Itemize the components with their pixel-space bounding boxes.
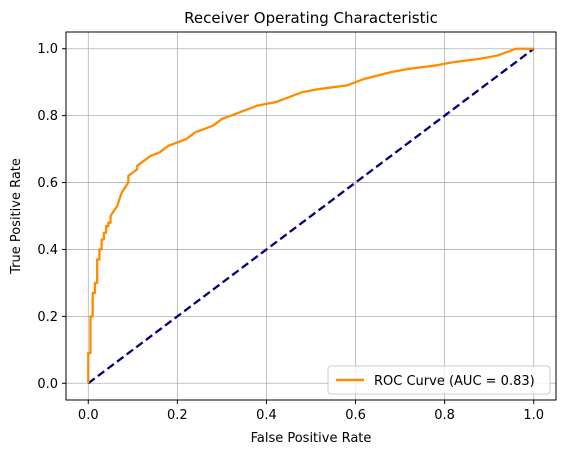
y-tick-label: 0.6 — [37, 176, 58, 191]
x-tick-label: 0.0 — [78, 408, 99, 423]
x-tick-label: 0.8 — [434, 408, 455, 423]
y-tick-label: 0.8 — [37, 109, 58, 124]
x-tick-label: 1.0 — [523, 408, 544, 423]
series-layer — [87, 47, 535, 385]
diagonal-reference-line — [87, 47, 535, 385]
y-tick-label: 1.0 — [37, 42, 58, 57]
legend-box — [327, 365, 551, 395]
x-tick-label: 0.6 — [345, 408, 366, 423]
grid — [66, 32, 556, 400]
x-tick-label: 0.2 — [167, 408, 188, 423]
y-axis-label: True Positive Rate — [9, 158, 24, 275]
chart-title: Receiver Operating Characteristic — [184, 9, 438, 27]
roc-curve-line — [87, 47, 534, 384]
y-tick-label: 0.4 — [37, 243, 58, 258]
x-tick-label: 0.4 — [256, 408, 277, 423]
y-tick-label: 0.0 — [37, 377, 58, 392]
ticks: 0.0 0.2 0.4 0.6 0.8 1.0 0.0 0.2 0.4 0.6 0.8 1.0 — [37, 42, 544, 423]
legend: ROC Curve (AUC = 0.83) — [327, 365, 551, 395]
legend-label-roc: ROC Curve (AUC = 0.83) — [374, 374, 535, 389]
y-tick-label: 0.2 — [37, 310, 58, 325]
x-axis-label: False Positive Rate — [251, 431, 372, 446]
plot-frame — [65, 31, 557, 401]
